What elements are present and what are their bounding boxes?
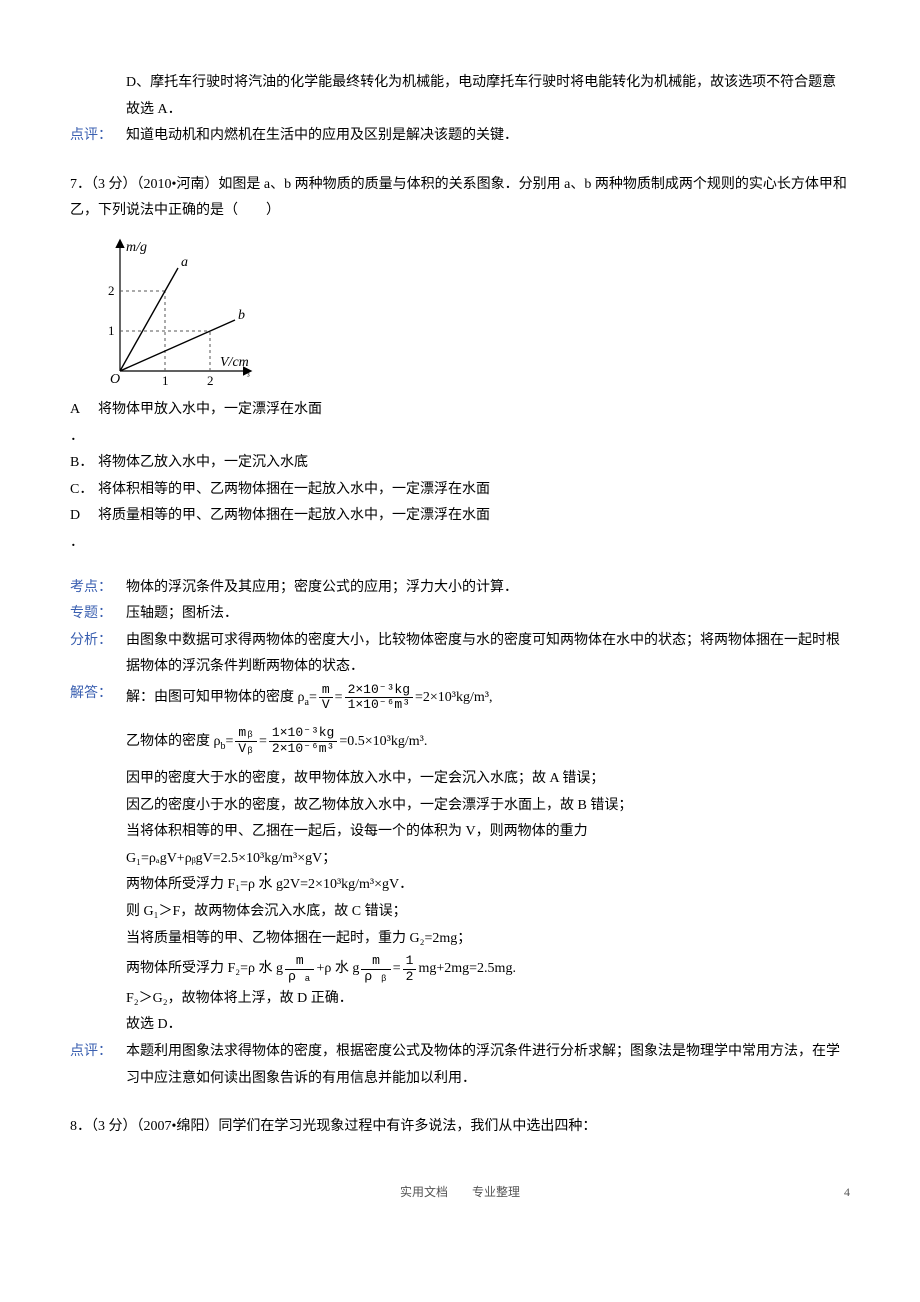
jieda-p12: 故选 D． bbox=[126, 1012, 850, 1039]
kaodian-text: 物体的浮沉条件及其应用；密度公式的应用；浮力大小的计算． bbox=[126, 575, 850, 602]
jieda-p7: 两物体所受浮力 F₁=ρ 水 g2V=2×10³kg/m³×gV． bbox=[126, 872, 850, 899]
q7-dianping-row: 点评： 本题利用图象法求得物体的密度，根据密度公式及物体的浮沉条件进行分析求解；… bbox=[70, 1039, 850, 1092]
frac-m-rhob: mρ ᵦ bbox=[361, 954, 390, 984]
l2-eq2: = bbox=[259, 734, 267, 749]
jieda-p4: 因乙的密度小于水的密度，故乙物体放入水中，一定会漂浮于水面上，故 B 错误； bbox=[126, 793, 850, 820]
f7d: 2 bbox=[403, 970, 417, 984]
opt-d-dot: ． bbox=[70, 535, 84, 550]
frac-half: 12 bbox=[403, 954, 417, 984]
q8-stem: 8．（3 分）（2007•绵阳）同学们在学习光现象过程中有许多说法，我们从中选出… bbox=[70, 1114, 850, 1141]
jieda-body: 解：由图可知甲物体的密度 ρa=mV=2×10⁻³kg1×10⁻⁶m³=2×10… bbox=[126, 681, 850, 1039]
q7-option-a: A ． 将物体甲放入水中，一定漂浮在水面 bbox=[70, 397, 850, 450]
option-d-text: D、摩托车行驶时将汽油的化学能最终转化为机械能，电动摩托车行驶时将电能转化为机械… bbox=[126, 70, 850, 97]
dianping-text: 本题利用图象法求得物体的密度，根据密度公式及物体的浮沉条件进行分析求解；图象法是… bbox=[126, 1039, 850, 1092]
f3n: mᵦ bbox=[235, 726, 257, 741]
l10-eq: = bbox=[393, 961, 401, 976]
jieda-p6: G₁=ρₐgV+ρᵦgV=2.5×10³kg/m³×gV； bbox=[126, 846, 850, 873]
l10-res: mg+2mg=2.5mg. bbox=[418, 961, 515, 976]
opt-c-mark: C． bbox=[70, 477, 98, 504]
prev-question-continuation: D、摩托车行驶时将汽油的化学能最终转化为机械能，电动摩托车行驶时将电能转化为机械… bbox=[126, 70, 850, 123]
q7-stem: 7．（3 分）（2010•河南）如图是 a、b 两种物质的质量与体积的关系图象．… bbox=[70, 172, 850, 225]
opt-a-mark: A bbox=[70, 402, 80, 417]
frac-vals-b: 1×10⁻³kg2×10⁻⁶m³ bbox=[269, 726, 337, 756]
opt-c-text: 将体积相等的甲、乙两物体捆在一起放入水中，一定漂浮在水面 bbox=[98, 477, 850, 504]
prev-conclusion: 故选 A． bbox=[126, 97, 850, 124]
dianping-label: 点评： bbox=[70, 1039, 126, 1066]
f1d: V bbox=[319, 698, 333, 712]
jieda-p8: 则 G₁＞F，故两物体会沉入水底，故 C 错误； bbox=[126, 899, 850, 926]
frac-mb-vb: mᵦVᵦ bbox=[235, 726, 257, 756]
x-axis-cube: ³ bbox=[247, 371, 250, 381]
origin-label: O bbox=[110, 372, 120, 387]
l10-mid: +ρ 水 g bbox=[316, 961, 359, 976]
y-tick-2: 2 bbox=[108, 283, 115, 298]
mass-volume-graph: m/g V/cm ³ O 1 2 1 2 a b bbox=[90, 231, 260, 391]
q7-jieda-row: 解答： 解：由图可知甲物体的密度 ρa=mV=2×10⁻³kg1×10⁻⁶m³=… bbox=[70, 681, 850, 1039]
y-tick-1: 1 bbox=[108, 323, 115, 338]
jieda-line1: 解：由图可知甲物体的密度 ρa=mV=2×10⁻³kg1×10⁻⁶m³=2×10… bbox=[126, 681, 850, 715]
q7-zhuanti-row: 专题： 压轴题；图析法． bbox=[70, 601, 850, 628]
f6d: ρ ᵦ bbox=[361, 970, 390, 984]
jieda-label: 解答： bbox=[70, 681, 126, 708]
jieda-p5: 当将体积相等的甲、乙捆在一起后，设每一个的体积为 V，则两物体的重力 bbox=[126, 819, 850, 846]
fenxi-label: 分析： bbox=[70, 628, 126, 655]
jieda-p3: 因甲的密度大于水的密度，故甲物体放入水中，一定会沉入水底；故 A 错误； bbox=[126, 766, 850, 793]
zhuanti-label: 专题： bbox=[70, 601, 126, 628]
frac-m-rhoa: mρ ₐ bbox=[285, 954, 314, 984]
question-8: 8．（3 分）（2007•绵阳）同学们在学习光现象过程中有许多说法，我们从中选出… bbox=[70, 1114, 850, 1141]
page-number: 4 bbox=[844, 1181, 850, 1204]
jieda-line2: 乙物体的密度 ρb=mᵦVᵦ=1×10⁻³kg2×10⁻⁶m³=0.5×10³k… bbox=[126, 725, 850, 759]
q7-option-b: B． 将物体乙放入水中，一定沉入水底 bbox=[70, 450, 850, 477]
frac-vals-a: 2×10⁻³kg1×10⁻⁶m³ bbox=[345, 683, 413, 713]
l1-res: =2×10³kg/m³, bbox=[415, 690, 492, 705]
opt-a-text: 将物体甲放入水中，一定漂浮在水面 bbox=[98, 397, 850, 450]
q7-option-d: D ． 将质量相等的甲、乙两物体捆在一起放入水中，一定漂浮在水面 bbox=[70, 503, 850, 556]
line-a-label: a bbox=[181, 255, 188, 270]
opt-b-text: 将物体乙放入水中，一定沉入水底 bbox=[98, 450, 850, 477]
l1-mid: = bbox=[309, 690, 317, 705]
f7n: 1 bbox=[403, 954, 417, 969]
question-7: 7．（3 分）（2010•河南）如图是 a、b 两种物质的质量与体积的关系图象．… bbox=[70, 172, 850, 1092]
q7-kaodian-row: 考点： 物体的浮沉条件及其应用；密度公式的应用；浮力大小的计算． bbox=[70, 575, 850, 602]
l2-pre: 乙物体的密度 ρ bbox=[126, 734, 221, 749]
f3d: Vᵦ bbox=[235, 742, 257, 756]
x-axis-label: V/cm bbox=[220, 355, 249, 370]
footer-text: 实用文档 专业整理 bbox=[400, 1185, 520, 1199]
l10-pre: 两物体所受浮力 F₂=ρ 水 g bbox=[126, 961, 283, 976]
zhuanti-text: 压轴题；图析法． bbox=[126, 601, 850, 628]
kaodian-label: 考点： bbox=[70, 575, 126, 602]
f2d: 1×10⁻⁶m³ bbox=[345, 698, 413, 712]
l2-res: =0.5×10³kg/m³. bbox=[339, 734, 427, 749]
review-label: 点评： bbox=[70, 123, 126, 150]
opt-a-dot: ． bbox=[70, 429, 84, 444]
jieda-line10: 两物体所受浮力 F₂=ρ 水 gmρ ₐ+ρ 水 gmρ ᵦ=12mg+2mg=… bbox=[126, 952, 850, 986]
l2-mid: = bbox=[226, 734, 234, 749]
q7-option-c: C． 将体积相等的甲、乙两物体捆在一起放入水中，一定漂浮在水面 bbox=[70, 477, 850, 504]
jieda-p9: 当将质量相等的甲、乙物体捆在一起时，重力 G₂=2mg； bbox=[126, 926, 850, 953]
opt-d-mark: D bbox=[70, 508, 80, 523]
f5n: m bbox=[285, 954, 314, 969]
q7-fenxi-row: 分析： 由图象中数据可求得两物体的密度大小，比较物体密度与水的密度可知两物体在水… bbox=[70, 628, 850, 681]
f5d: ρ ₐ bbox=[285, 970, 314, 984]
f4n: 1×10⁻³kg bbox=[269, 726, 337, 741]
opt-d-text: 将质量相等的甲、乙两物体捆在一起放入水中，一定漂浮在水面 bbox=[98, 503, 850, 556]
frac-m-v: mV bbox=[319, 683, 333, 713]
f1n: m bbox=[319, 683, 333, 698]
l1-eq2: = bbox=[335, 690, 343, 705]
opt-b-mark: B． bbox=[70, 450, 98, 477]
review-text: 知道电动机和内燃机在生活中的应用及区别是解决该题的关键． bbox=[126, 123, 850, 150]
l1-pre: 解：由图可知甲物体的密度 ρ bbox=[126, 690, 305, 705]
x-tick-2: 2 bbox=[207, 373, 214, 388]
fenxi-text: 由图象中数据可求得两物体的密度大小，比较物体密度与水的密度可知两物体在水中的状态… bbox=[126, 628, 850, 681]
prev-review-row: 点评： 知道电动机和内燃机在生活中的应用及区别是解决该题的关键． bbox=[70, 123, 850, 150]
f4d: 2×10⁻⁶m³ bbox=[269, 742, 337, 756]
y-axis-label: m/g bbox=[126, 240, 147, 255]
jieda-p11: F₂＞G₂，故物体将上浮，故 D 正确． bbox=[126, 986, 850, 1013]
page-footer: 实用文档 专业整理 4 bbox=[70, 1181, 850, 1204]
f6n: m bbox=[361, 954, 390, 969]
line-b-label: b bbox=[238, 308, 245, 323]
f2n: 2×10⁻³kg bbox=[345, 683, 413, 698]
x-tick-1: 1 bbox=[162, 373, 169, 388]
